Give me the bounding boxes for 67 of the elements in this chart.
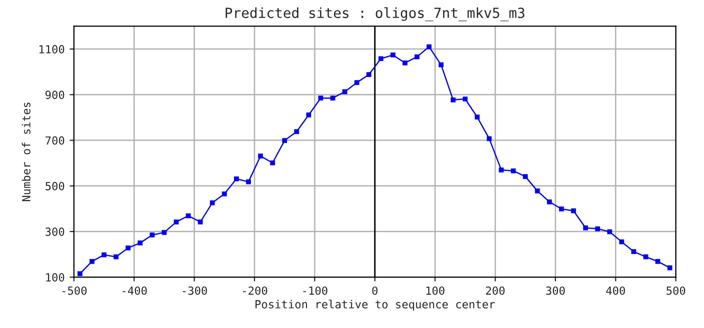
x-axis-title: Position relative to sequence center [256,300,495,311]
point [78,271,82,276]
point [150,232,155,238]
point [510,168,516,174]
point [306,112,312,118]
x-tick-label: -500 [62,286,87,295]
point [559,206,564,212]
point [222,191,227,196]
point [366,72,372,78]
x-tick-label: 0 [372,286,378,295]
point [270,160,275,166]
x-tick-label: -400 [122,286,147,295]
point [354,80,360,86]
point [114,254,118,260]
point [438,62,444,68]
point [330,96,336,101]
point [595,226,600,232]
point [462,96,468,102]
point [498,168,504,172]
point [474,114,480,120]
point [571,208,576,214]
point [162,230,167,235]
x-tick-label: -200 [243,286,268,295]
point [234,176,239,182]
y-tick-label: 100 [46,273,64,282]
y-tick-label: 900 [46,90,64,100]
point [294,129,300,134]
point [547,199,552,204]
point [210,200,215,206]
point [534,188,540,194]
x-tick-label: -300 [182,286,207,295]
y-tick-label: 500 [46,182,64,190]
point [102,252,106,258]
point [174,220,179,224]
point [631,249,636,254]
y-tick-label: 1100 [39,45,64,54]
point [246,179,251,184]
point [607,229,612,234]
point [282,138,288,143]
x-tick-label: 500 [666,286,686,295]
point [126,246,131,250]
x-tick-label: 100 [426,286,444,295]
x-tick-label: -100 [303,286,328,295]
point [258,154,263,158]
point [378,56,384,62]
point [198,220,203,224]
x-tick-label: 400 [606,286,625,295]
point [414,54,420,60]
point [426,44,432,50]
point [643,254,648,260]
y-tick-label: 700 [46,136,64,145]
y-tick-label: 300 [46,228,64,236]
point [583,225,588,230]
x-tick-label: 200 [486,286,505,295]
chart-title: Predicted sites : oligos_7nt_mkv5_m3 [226,7,524,22]
point [402,60,408,66]
point [619,239,624,244]
point [522,174,528,179]
x-tick-label: 300 [546,286,565,295]
point [90,258,94,264]
point [655,258,660,264]
y-axis-title: Number of sites [22,102,30,202]
point [138,240,143,246]
point [667,265,672,270]
point [390,52,396,58]
point [318,96,324,101]
point [450,97,456,102]
